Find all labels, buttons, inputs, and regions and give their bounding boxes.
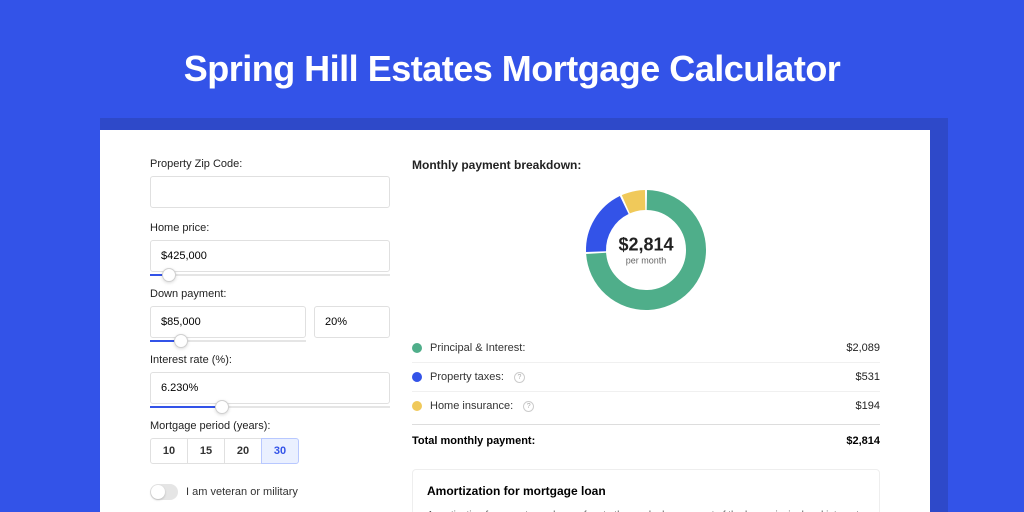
form-column: Property Zip Code: Home price: $425,000 … xyxy=(100,130,400,512)
donut-chart-wrap: $2,814 per month xyxy=(412,186,880,314)
period-button-30[interactable]: 30 xyxy=(261,438,299,464)
total-label: Total monthly payment: xyxy=(412,435,535,447)
total-row: Total monthly payment: $2,814 xyxy=(412,424,880,461)
total-value: $2,814 xyxy=(846,435,880,447)
breakdown-row: Principal & Interest: $2,089 xyxy=(412,334,880,363)
mortgage-period-label: Mortgage period (years): xyxy=(150,420,400,432)
veteran-toggle[interactable] xyxy=(150,484,178,500)
home-price-input[interactable]: $425,000 xyxy=(150,240,390,272)
down-payment-input[interactable]: $85,000 xyxy=(150,306,306,338)
info-icon[interactable]: ? xyxy=(514,372,525,383)
breakdown-title: Monthly payment breakdown: xyxy=(412,158,880,172)
interest-rate-input[interactable]: 6.230% xyxy=(150,372,390,404)
interest-rate-slider[interactable] xyxy=(150,406,390,408)
home-price-label: Home price: xyxy=(150,222,400,234)
calculator-card: Property Zip Code: Home price: $425,000 … xyxy=(100,130,930,512)
toggle-knob xyxy=(151,485,165,499)
donut-segment-home_insurance xyxy=(626,200,645,204)
slider-thumb[interactable] xyxy=(174,334,188,348)
breakdown-list: Principal & Interest: $2,089 Property taxe… xyxy=(412,334,880,420)
down-payment-slider[interactable] xyxy=(150,340,306,342)
donut-center: $2,814 per month xyxy=(618,235,673,266)
zip-label: Property Zip Code: xyxy=(150,158,400,170)
period-button-10[interactable]: 10 xyxy=(150,438,188,464)
breakdown-row: Home insurance:? $194 xyxy=(412,392,880,420)
breakdown-label: Property taxes: xyxy=(430,371,504,383)
interest-rate-label: Interest rate (%): xyxy=(150,354,400,366)
breakdown-value: $531 xyxy=(856,371,880,383)
mortgage-period-group: 10152030 xyxy=(150,438,400,464)
legend-dot xyxy=(412,401,422,411)
amortization-text: Amortization for a mortgage loan refers … xyxy=(427,508,865,512)
page-background: Spring Hill Estates Mortgage Calculator … xyxy=(0,0,1024,512)
period-button-20[interactable]: 20 xyxy=(224,438,262,464)
slider-thumb[interactable] xyxy=(215,400,229,414)
breakdown-label: Home insurance: xyxy=(430,400,513,412)
donut-sublabel: per month xyxy=(618,256,673,266)
breakdown-value: $2,089 xyxy=(846,342,880,354)
donut-amount: $2,814 xyxy=(618,235,673,256)
page-title: Spring Hill Estates Mortgage Calculator xyxy=(0,0,1024,90)
breakdown-row: Property taxes:? $531 xyxy=(412,363,880,392)
info-icon[interactable]: ? xyxy=(523,401,534,412)
donut-chart: $2,814 per month xyxy=(582,186,710,314)
down-payment-pct-input[interactable]: 20% xyxy=(314,306,390,338)
legend-dot xyxy=(412,343,422,353)
breakdown-column: Monthly payment breakdown: $2,814 per mo… xyxy=(400,130,930,512)
amortization-card: Amortization for mortgage loan Amortizat… xyxy=(412,469,880,512)
home-price-slider[interactable] xyxy=(150,274,390,276)
slider-thumb[interactable] xyxy=(162,268,176,282)
breakdown-label: Principal & Interest: xyxy=(430,342,525,354)
veteran-label: I am veteran or military xyxy=(186,486,298,498)
down-payment-label: Down payment: xyxy=(150,288,400,300)
legend-dot xyxy=(412,372,422,382)
breakdown-value: $194 xyxy=(856,400,880,412)
amortization-title: Amortization for mortgage loan xyxy=(427,484,865,498)
period-button-15[interactable]: 15 xyxy=(187,438,225,464)
zip-input[interactable] xyxy=(150,176,390,208)
